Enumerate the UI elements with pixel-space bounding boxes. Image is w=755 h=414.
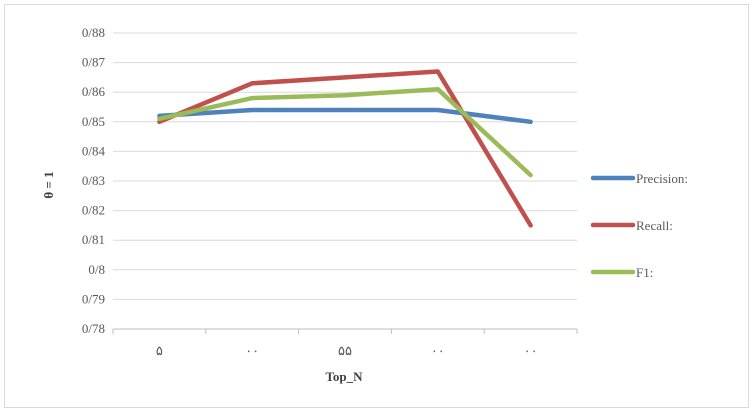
series-lines [157,69,533,228]
y-tick-label: 0/86 [82,84,106,99]
series-line [157,69,533,228]
y-tick-label: 0/78 [82,321,105,336]
legend: Precision: Recall: F1: [590,171,688,280]
y-tick-label: 0/79 [82,291,105,306]
y-tick-label: 0/82 [82,203,105,218]
x-tick-label: ۵ [156,343,163,358]
x-axis-title: Top_N [325,369,363,384]
y-tick-label: 0/8 [88,262,105,277]
y-tick-label: 0/83 [82,173,105,188]
x-tick-label: ۰۰ [431,343,445,358]
chart-frame: 0/78 0/79 0/8 0/81 0/82 0/83 0/84 0/85 0/86 0/87 0… [4,4,749,408]
y-tick-label: 0/81 [82,232,105,247]
y-tick-label: 0/87 [82,55,106,70]
legend-label: Precision: [636,171,688,186]
y-tick-label: 0/88 [82,25,105,40]
x-tick-labels: ۵ ۰۰ ۵۵ ۰۰ ۰۰ [112,329,578,358]
y-axis-title: θ = 1 [41,171,56,198]
legend-label: Recall: [636,218,673,233]
y-tick-label: 0/85 [82,114,105,129]
x-tick-label: ۰۰ [524,343,538,358]
x-tick-label: ۵۵ [338,343,352,358]
gridlines [113,32,577,330]
legend-label: F1: [636,265,653,280]
series-line [157,86,533,178]
y-tick-label: 0/84 [82,143,106,158]
y-tick-labels: 0/78 0/79 0/8 0/81 0/82 0/83 0/84 0/85 0/86 0/87 0… [82,25,106,336]
x-tick-label: ۰۰ [245,343,259,358]
series-line [157,107,533,125]
line-chart: 0/78 0/79 0/8 0/81 0/82 0/83 0/84 0/85 0/86 0/87 0… [41,25,688,384]
